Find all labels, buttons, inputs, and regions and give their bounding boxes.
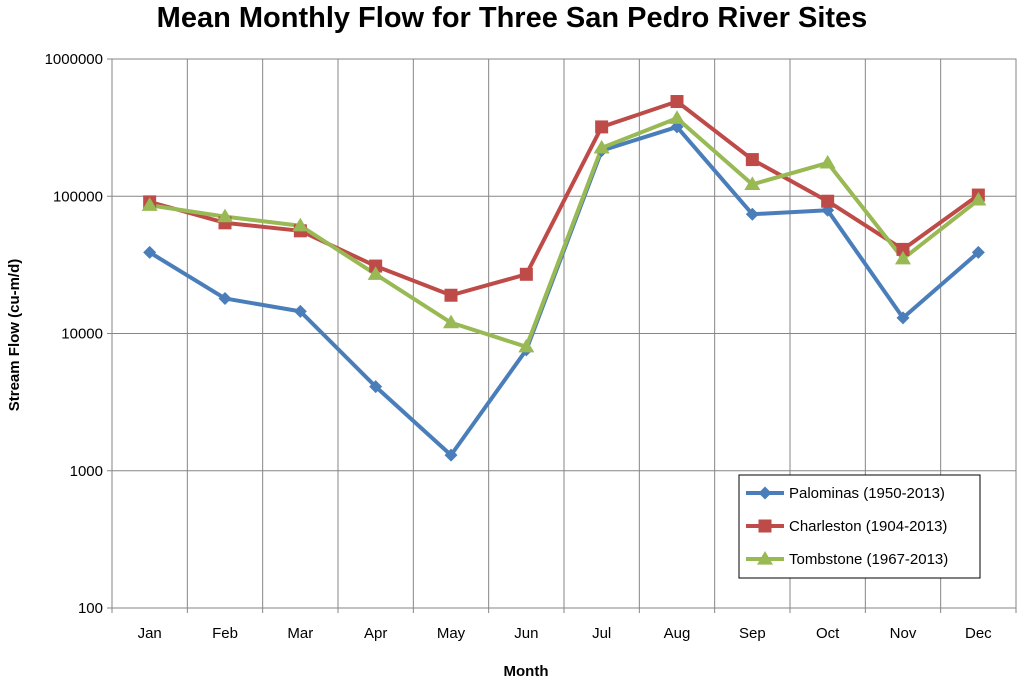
- x-tick-label: Mar: [287, 625, 313, 642]
- y-axis-ticks: 100 1000 10000 100000 1000000: [45, 51, 112, 617]
- palominas-point: [745, 207, 759, 221]
- tombstone-line: [149, 116, 980, 349]
- y-tick-label: 100: [78, 600, 103, 617]
- palominas-point: [143, 245, 157, 259]
- x-tick-label: May: [437, 625, 466, 642]
- charleston-point: [821, 194, 835, 208]
- charleston-point: [670, 95, 684, 109]
- tombstone-point: [518, 338, 535, 353]
- tombstone-point: [292, 217, 309, 232]
- y-tick-label: 10000: [61, 326, 103, 343]
- y-axis-title: Stream Flow (cu-m/d): [6, 259, 23, 412]
- charleston-point: [519, 267, 533, 281]
- x-tick-label: Jan: [138, 625, 162, 642]
- palominas-legend-marker: [758, 486, 772, 500]
- palominas-legend-label: Palominas (1950-2013): [789, 485, 945, 502]
- charleston-point: [745, 153, 759, 167]
- series-lines: [148, 99, 980, 458]
- charleston-point: [595, 120, 609, 134]
- x-tick-label: Oct: [816, 625, 840, 642]
- charleston-line: [149, 99, 980, 298]
- x-tick-label: Aug: [664, 625, 691, 642]
- tombstone-point: [443, 314, 459, 329]
- x-tick-label: Jun: [514, 625, 538, 642]
- charleston-legend-marker: [758, 519, 772, 533]
- y-tick-label: 1000000: [45, 51, 103, 68]
- x-tick-label: Apr: [364, 625, 387, 642]
- tombstone-point: [970, 191, 987, 206]
- x-tick-label: Jul: [592, 625, 611, 642]
- y-tick-label: 1000: [70, 463, 103, 480]
- series-markers: [141, 95, 987, 462]
- charleston-point: [444, 288, 458, 302]
- tombstone-point: [819, 154, 836, 169]
- charleston-legend-label: Charleston (1904-2013): [789, 518, 947, 535]
- palominas-point: [971, 245, 985, 259]
- tombstone-point: [895, 250, 911, 265]
- x-tick-label: Dec: [965, 625, 992, 642]
- tombstone-point: [367, 266, 384, 280]
- tombstone-legend-marker: [757, 551, 773, 565]
- palominas-point: [896, 311, 910, 325]
- x-axis-ticks: Jan Feb Mar Apr May Jun Jul Aug Sep Oct Nov Dec: [111, 608, 1017, 642]
- y-tick-label: 100000: [53, 188, 103, 205]
- x-tick-label: Sep: [739, 625, 766, 642]
- x-axis-title: Month: [504, 663, 549, 680]
- palominas-point: [444, 448, 458, 462]
- charleston-point: [896, 242, 910, 256]
- palominas-point: [218, 291, 232, 305]
- tombstone-point: [593, 139, 610, 154]
- palominas-point: [369, 380, 383, 394]
- palominas-point: [293, 304, 307, 318]
- tombstone-point: [744, 176, 761, 190]
- tombstone-point: [669, 110, 685, 124]
- tombstone-point: [141, 197, 158, 211]
- x-tick-label: Feb: [212, 625, 238, 642]
- x-tick-label: Nov: [890, 625, 917, 642]
- tombstone-legend-label: Tombstone (1967-2013): [789, 551, 948, 568]
- tombstone-point: [217, 208, 233, 223]
- legend: Palominas (1950-2013) Charleston (1904-20…: [738, 474, 981, 579]
- charleston-point: [369, 259, 383, 273]
- chart-title: Mean Monthly Flow for Three San Pedro Ri…: [156, 2, 868, 34]
